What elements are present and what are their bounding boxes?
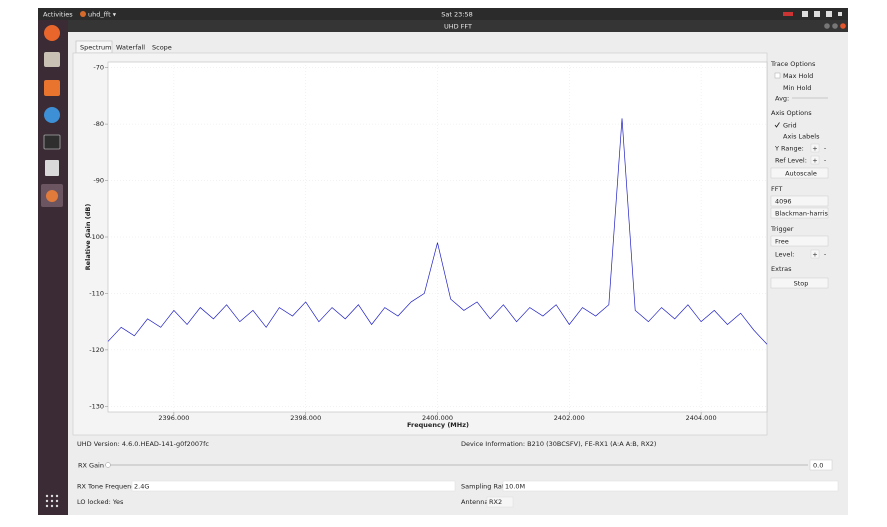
app-menu[interactable]: uhd_fft ▾ (88, 11, 117, 19)
autoscale-button[interactable] (770, 167, 829, 179)
calculator-icon[interactable] (45, 160, 59, 176)
title-bar (68, 20, 848, 32)
rx-gain-field[interactable] (809, 459, 833, 471)
rx-gain-label: RX Gain (78, 462, 104, 470)
section-heading: Trigger (770, 225, 794, 233)
window-dropdown[interactable] (770, 207, 829, 219)
activities[interactable]: Activities (43, 11, 73, 19)
rx-tone-field[interactable] (131, 480, 456, 492)
dock (38, 20, 68, 515)
x-tick-label: 2404.000 (686, 414, 717, 422)
y-tick-label: -100 (89, 233, 104, 241)
checkbox-label[interactable]: Min Hold (783, 84, 811, 92)
antenna-label: Antenna: (461, 498, 491, 506)
files-icon[interactable] (44, 52, 60, 67)
level-label: Level: (775, 251, 794, 259)
fft-size-dropdown[interactable] (770, 195, 829, 207)
checkbox-label[interactable]: Axis Labels (783, 133, 820, 141)
ref-level-label: Ref Level: (775, 157, 807, 165)
rx-gain-value[interactable]: 0.0 (813, 462, 823, 470)
y-axis-label: Relative Gain (dB) (84, 204, 92, 271)
plus[interactable]: + (812, 145, 817, 153)
spin-buttons[interactable]: + - + - + - (810, 143, 827, 259)
x-axis-label: Frequency (MHz) (407, 421, 469, 429)
y-tick-label: -120 (89, 346, 104, 354)
window-buttons[interactable] (824, 23, 846, 29)
terminal-icon[interactable] (43, 134, 61, 150)
section-heading: Extras (771, 265, 792, 273)
checkbox-label[interactable]: Max Hold (783, 72, 813, 80)
y-tick-label: -80 (93, 120, 104, 128)
tab[interactable]: Spectrum (80, 44, 112, 52)
x-tick-label: 2398.000 (290, 414, 321, 422)
antenna-dropdown[interactable] (486, 496, 514, 508)
antenna-value[interactable]: RX2 (489, 498, 502, 506)
minus[interactable]: - (824, 157, 827, 165)
top-bar (38, 8, 848, 20)
y-tick-label: -70 (93, 64, 104, 72)
device-info: Device Information: B210 (30BCSFV), FE-R… (461, 440, 656, 448)
minus[interactable]: - (824, 251, 827, 259)
x-tick-label: 2396.000 (158, 414, 189, 422)
clock[interactable]: Sat 23:58 (441, 11, 472, 19)
stop-button[interactable] (770, 277, 829, 289)
slider-handle[interactable] (105, 462, 111, 468)
app-grid[interactable] (45, 494, 59, 508)
plus[interactable]: + (812, 157, 817, 165)
tray-icons[interactable] (783, 11, 842, 17)
help-icon[interactable] (44, 107, 60, 123)
button-label[interactable]: Autoscale (785, 170, 817, 178)
firefox-icon[interactable] (44, 25, 60, 41)
software-icon[interactable] (44, 80, 60, 96)
app-icon (80, 11, 86, 17)
y-tick-label: -110 (89, 289, 104, 297)
lo-locked: LO locked: Yes (77, 498, 124, 506)
y-tick-label: -130 (89, 402, 104, 410)
button-label[interactable]: Stop (794, 280, 809, 288)
uhd-version: UHD Version: 4.6.0.HEAD-141-g0f2007fc (77, 440, 209, 448)
window-title: UHD FFT (444, 23, 472, 31)
plus[interactable]: + (812, 251, 817, 259)
tab[interactable]: Waterfall (116, 44, 145, 52)
checkbox[interactable] (774, 72, 781, 79)
section-heading: Axis Options (771, 109, 812, 117)
sampling-label: Sampling Rate: (461, 483, 511, 491)
y-tick-label: -90 (93, 177, 104, 185)
rx-tone-value[interactable]: 2.4G (134, 483, 149, 491)
dropdown-value[interactable]: Free (775, 238, 789, 246)
sampling-value[interactable]: 10.0M (505, 483, 525, 491)
trigger-dropdown[interactable] (770, 235, 829, 247)
spectrum-trace (107, 118, 768, 345)
section-heading: Trace Options (770, 60, 816, 68)
section-heading: FFT (771, 185, 782, 193)
checkmark[interactable] (774, 122, 780, 128)
minus[interactable]: - (824, 145, 827, 153)
tab[interactable]: Scope (152, 44, 172, 52)
avg-label: Avg: (775, 95, 789, 103)
x-tick-label: 2402.000 (554, 414, 585, 422)
checkbox-label[interactable]: Grid (783, 122, 797, 130)
dropdown-value[interactable]: Blackman-harris (775, 210, 829, 218)
y-range-label: Y Range: (774, 145, 804, 153)
gnuradio-icon (46, 190, 58, 202)
rx-tone-label: RX Tone Frequency: (77, 483, 140, 491)
x-tick-label: 2400.000 (422, 414, 453, 422)
sampling-field[interactable] (502, 480, 839, 492)
dropdown-value[interactable]: 4096 (775, 198, 792, 206)
